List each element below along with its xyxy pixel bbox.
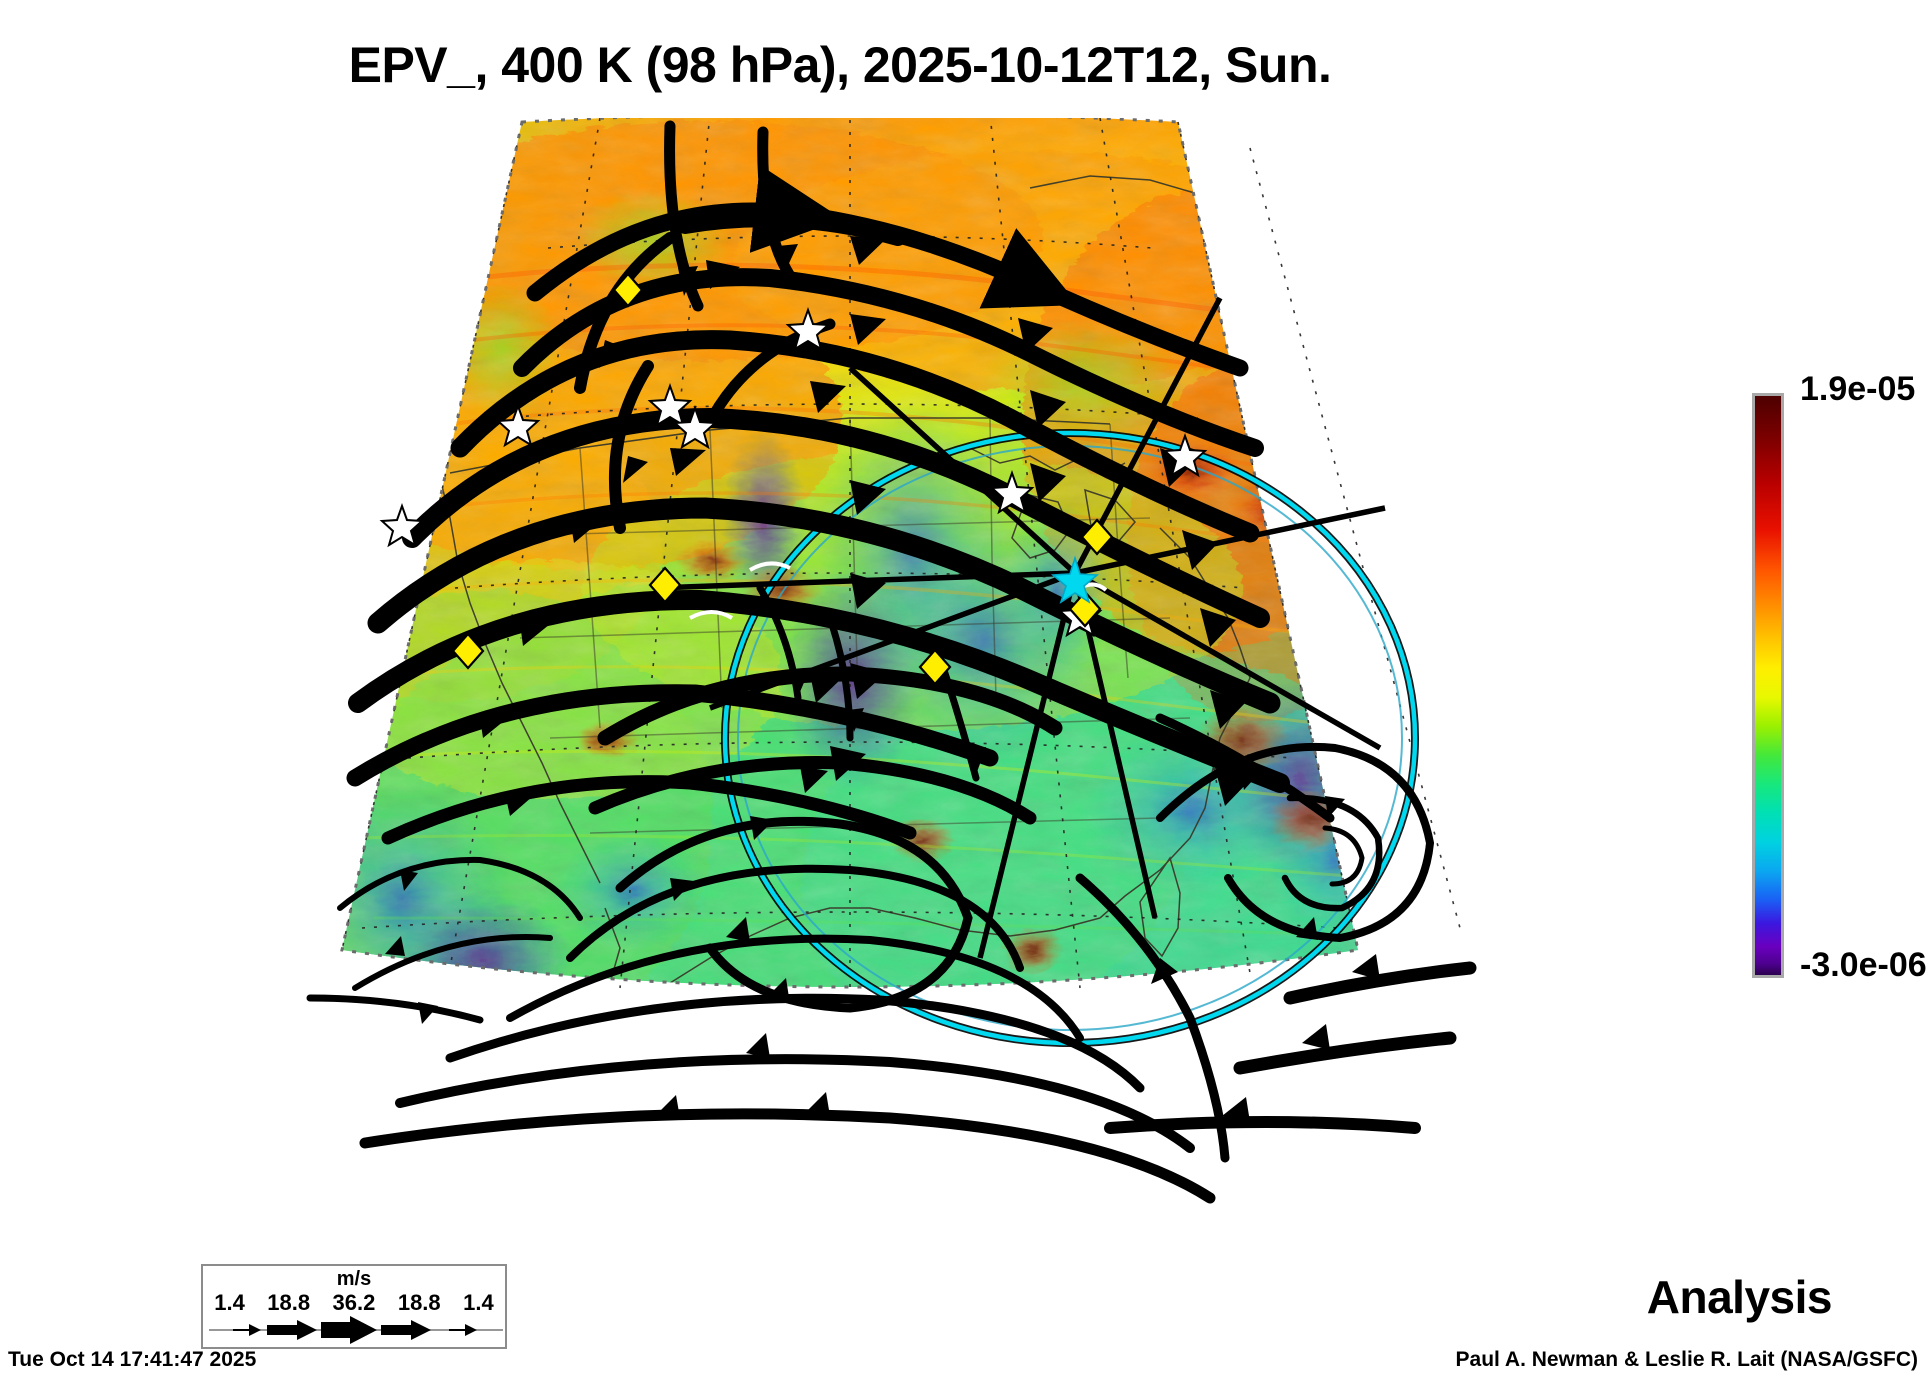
wind-tick-3: 18.8 — [397, 1290, 441, 1315]
colorbar: 1.9e-05 -3.0e-06 — [1748, 370, 1926, 988]
wind-tick-4: 1.4 — [463, 1290, 494, 1315]
colorbar-min-label: -3.0e-06 — [1800, 946, 1926, 984]
wind-streamlines — [306, 120, 1477, 1204]
wind-tick-2: 36.2 — [332, 1290, 376, 1315]
analysis-label: Analysis — [1646, 1271, 1833, 1323]
wind-legend-units-label: m/s — [336, 1268, 372, 1290]
wind-speed-legend: m/s 1.4 18.8 36.2 18.8 1.4 — [201, 1264, 507, 1349]
wind-legend-ticks: 1.4 18.8 36.2 18.8 1.4 — [203, 1290, 505, 1316]
footer-credit: Paul A. Newman & Leslie R. Lait (NASA/GS… — [1455, 1348, 1918, 1371]
wind-tick-1: 18.8 — [267, 1290, 311, 1315]
station-markers[interactable] — [379, 272, 1208, 686]
white-star-marker[interactable] — [379, 307, 1208, 638]
footer-timestamp: Tue Oct 14 17:41:47 2025 — [8, 1348, 257, 1371]
page-title: EPV_, 400 K (98 hPa), 2025-10-12T12, Sun… — [348, 37, 1332, 93]
map-panel[interactable] — [150, 118, 1550, 1258]
colorbar-gradient — [1752, 393, 1784, 978]
wind-tick-0: 1.4 — [214, 1290, 245, 1315]
yellow-diamond-marker[interactable] — [451, 272, 1114, 686]
wind-legend-arrow-scale — [209, 1316, 503, 1344]
colorbar-max-label: 1.9e-05 — [1800, 370, 1916, 408]
cyan-star-marker[interactable] — [1050, 555, 1100, 604]
